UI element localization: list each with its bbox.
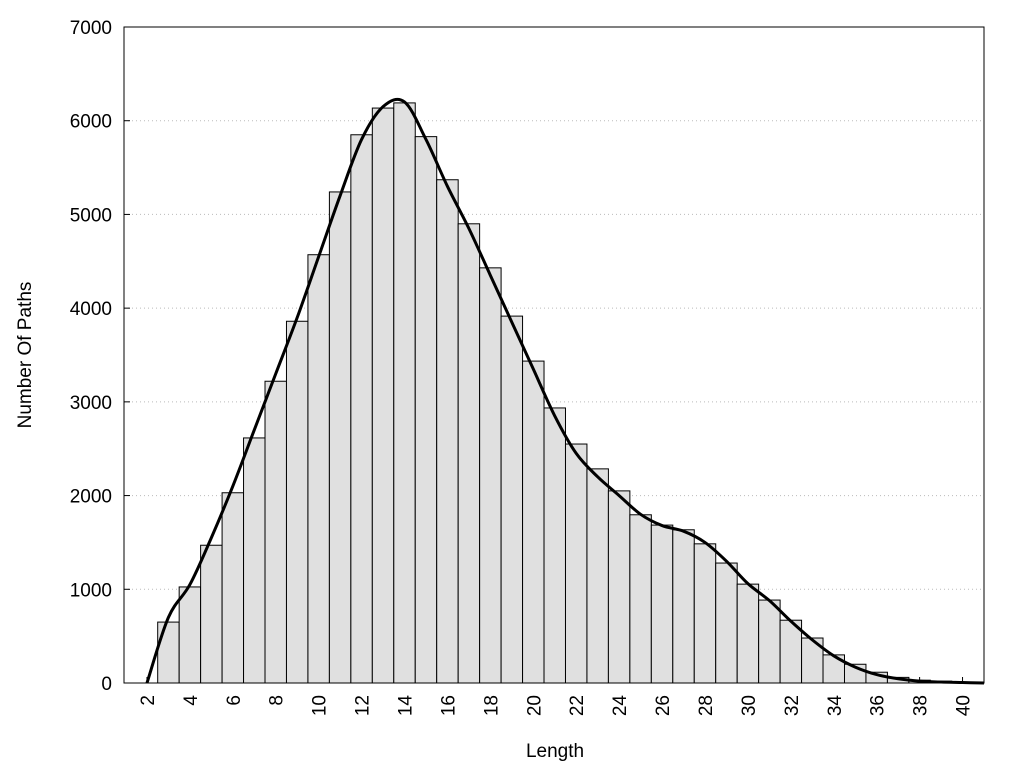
bar — [371, 107, 395, 684]
x-tick-label: 30 — [739, 695, 760, 716]
bar — [715, 562, 738, 684]
bar — [285, 320, 309, 684]
x-tick-label: 16 — [438, 695, 459, 716]
x-tick-label: 12 — [353, 695, 374, 716]
bar — [243, 437, 266, 684]
x-tick-label: 32 — [782, 695, 803, 716]
y-tick-label: 4000 — [70, 299, 112, 320]
bar — [200, 544, 223, 684]
bar — [672, 529, 695, 684]
bar — [479, 267, 502, 684]
bar — [543, 407, 566, 684]
bar — [157, 621, 180, 684]
y-tick-label: 2000 — [70, 487, 112, 508]
x-tick-label: 36 — [868, 695, 889, 716]
bar — [178, 586, 202, 684]
bar — [500, 315, 524, 684]
bar — [393, 102, 416, 684]
bar — [221, 492, 245, 684]
x-tick-label: 34 — [825, 695, 846, 717]
bar — [650, 524, 674, 684]
x-tick-label: 2 — [138, 695, 159, 706]
bar — [457, 223, 481, 684]
bar — [607, 490, 631, 684]
bar — [736, 583, 760, 684]
x-tick-label: 10 — [310, 695, 331, 716]
x-tick-label: 18 — [481, 695, 502, 716]
y-tick-label: 3000 — [70, 393, 112, 414]
x-tick-label: 6 — [224, 695, 245, 706]
x-tick-label: 14 — [396, 695, 417, 717]
bar — [414, 136, 438, 684]
x-tick-label: 20 — [524, 695, 545, 716]
x-axis-label: Length — [526, 741, 584, 762]
x-tick-label: 4 — [181, 695, 202, 706]
x-tick-label: 40 — [954, 695, 975, 716]
y-tick-label: 6000 — [70, 112, 112, 133]
x-tick-label: 22 — [567, 695, 588, 716]
x-tick-label: 28 — [696, 695, 717, 716]
bar — [758, 599, 781, 684]
x-tick-label: 24 — [610, 695, 631, 717]
x-tick-label: 38 — [911, 695, 932, 716]
bar — [350, 134, 373, 684]
y-axis-label: Number Of Paths — [15, 282, 36, 429]
y-tick-label: 5000 — [70, 205, 112, 226]
y-tick-label: 1000 — [70, 580, 112, 601]
bar — [522, 360, 545, 684]
x-tick-label: 26 — [653, 695, 674, 716]
bar — [586, 468, 609, 684]
bar — [693, 543, 717, 684]
bar — [264, 380, 287, 684]
y-tick-label: 7000 — [70, 18, 112, 39]
plot-frame — [123, 26, 985, 684]
y-tick-label: 0 — [101, 674, 112, 695]
bar — [629, 514, 652, 684]
x-tick-label: 8 — [267, 695, 288, 706]
bar — [307, 254, 330, 684]
bar — [564, 443, 588, 684]
bar — [436, 179, 459, 684]
density-curve — [145, 97, 985, 685]
bar — [328, 191, 352, 684]
